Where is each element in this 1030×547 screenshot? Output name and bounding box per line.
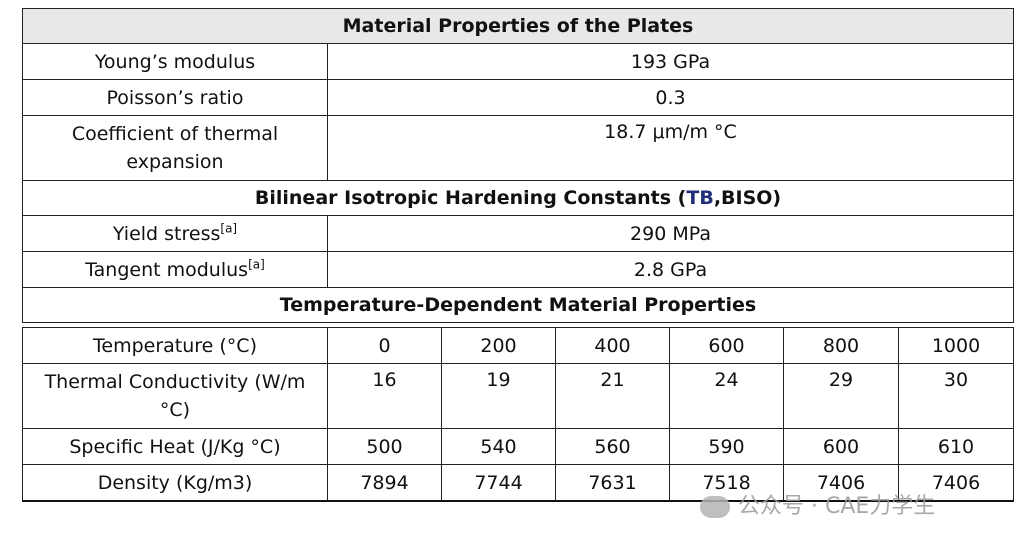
watermark-text: 公众号 · CAE力学生 [738,494,936,519]
row-label: Temperature (°C) [22,327,328,364]
cell: 0 [327,327,442,364]
row-label: Coefficient of thermal expansion [22,115,328,181]
cell: 30 [898,363,1014,429]
cell: 800 [783,327,899,364]
table-row: Thermal Conductivity (W/m °C) 16 19 21 2… [22,363,1014,429]
cell: 540 [441,428,556,465]
row-value: 193 GPa [326,43,1015,80]
cell: 1000 [898,327,1014,364]
row-value: 290 MPa [326,215,1015,252]
cell: 600 [669,327,784,364]
title-prefix: Bilinear Isotropic Hardening Constants ( [254,187,687,209]
cell: 7744 [441,464,556,502]
cell: 7894 [327,464,442,502]
row-label: Young’s modulus [22,43,328,80]
label-text: Tangent modulus [85,258,249,281]
row-label: Yield stress[a] [22,215,328,252]
tb-link[interactable]: TB [686,187,714,209]
row-label: Thermal Conductivity (W/m °C) [22,363,328,429]
cell: 200 [441,327,556,364]
row-value: 18.7 μm/m °C [326,115,1015,181]
label-text: Yield stress [112,222,221,245]
cell: 600 [783,428,899,465]
row-value: 2.8 GPa [326,251,1015,288]
row-label: Tangent modulus[a] [22,251,328,288]
table-row: Density (Kg/m3) 7894 7744 7631 7518 7406… [22,464,1014,502]
watermark: 公众号 · CAE力学生 [700,488,935,520]
cell: 610 [898,428,1014,465]
section-title: Material Properties of the Plates [21,8,1015,44]
footnote-marker: [a] [220,221,238,236]
cell: 19 [441,363,556,429]
table-row: Poisson’s ratio 0.3 [22,79,1015,116]
material-table: Material Properties of the Plates Young’… [21,8,1015,502]
table-row: Coefficient of thermal expansion 18.7 μm… [22,115,1015,181]
row-label: Specific Heat (J/Kg °C) [22,428,328,465]
table-temperature: Temperature (°C) 0 200 400 600 800 1000 … [22,327,1014,502]
row-label: Density (Kg/m3) [22,464,328,502]
table-row: Yield stress[a] 290 MPa [22,215,1015,252]
cell: 560 [555,428,670,465]
section-title: Bilinear Isotropic Hardening Constants (… [21,180,1015,216]
table-row: Specific Heat (J/Kg °C) 500 540 560 590 … [22,428,1014,465]
cell: 7406 [898,464,1014,502]
cell: 29 [783,363,899,429]
section-header-plates: Material Properties of the Plates [21,8,1015,44]
title-suffix: ,BISO) [713,187,782,209]
table-row: Temperature (°C) 0 200 400 600 800 1000 [22,327,1014,364]
cell: 7631 [555,464,670,502]
cell: 16 [327,363,442,429]
table-top: Material Properties of the Plates Young’… [21,8,1015,323]
section-title: Temperature-Dependent Material Propertie… [21,287,1015,323]
cell: 590 [669,428,784,465]
wechat-icon [700,496,730,518]
cell: 500 [327,428,442,465]
table-row: Tangent modulus[a] 2.8 GPa [22,251,1015,288]
row-label: Poisson’s ratio [22,79,328,116]
section-header-hardening: Bilinear Isotropic Hardening Constants (… [21,180,1015,216]
table-row: Young’s modulus 193 GPa [22,43,1015,80]
footnote-marker: [a] [248,257,265,272]
section-header-temperature: Temperature-Dependent Material Propertie… [21,287,1015,323]
cell: 21 [555,363,670,429]
cell: 400 [555,327,670,364]
row-value: 0.3 [326,79,1015,116]
cell: 24 [669,363,784,429]
